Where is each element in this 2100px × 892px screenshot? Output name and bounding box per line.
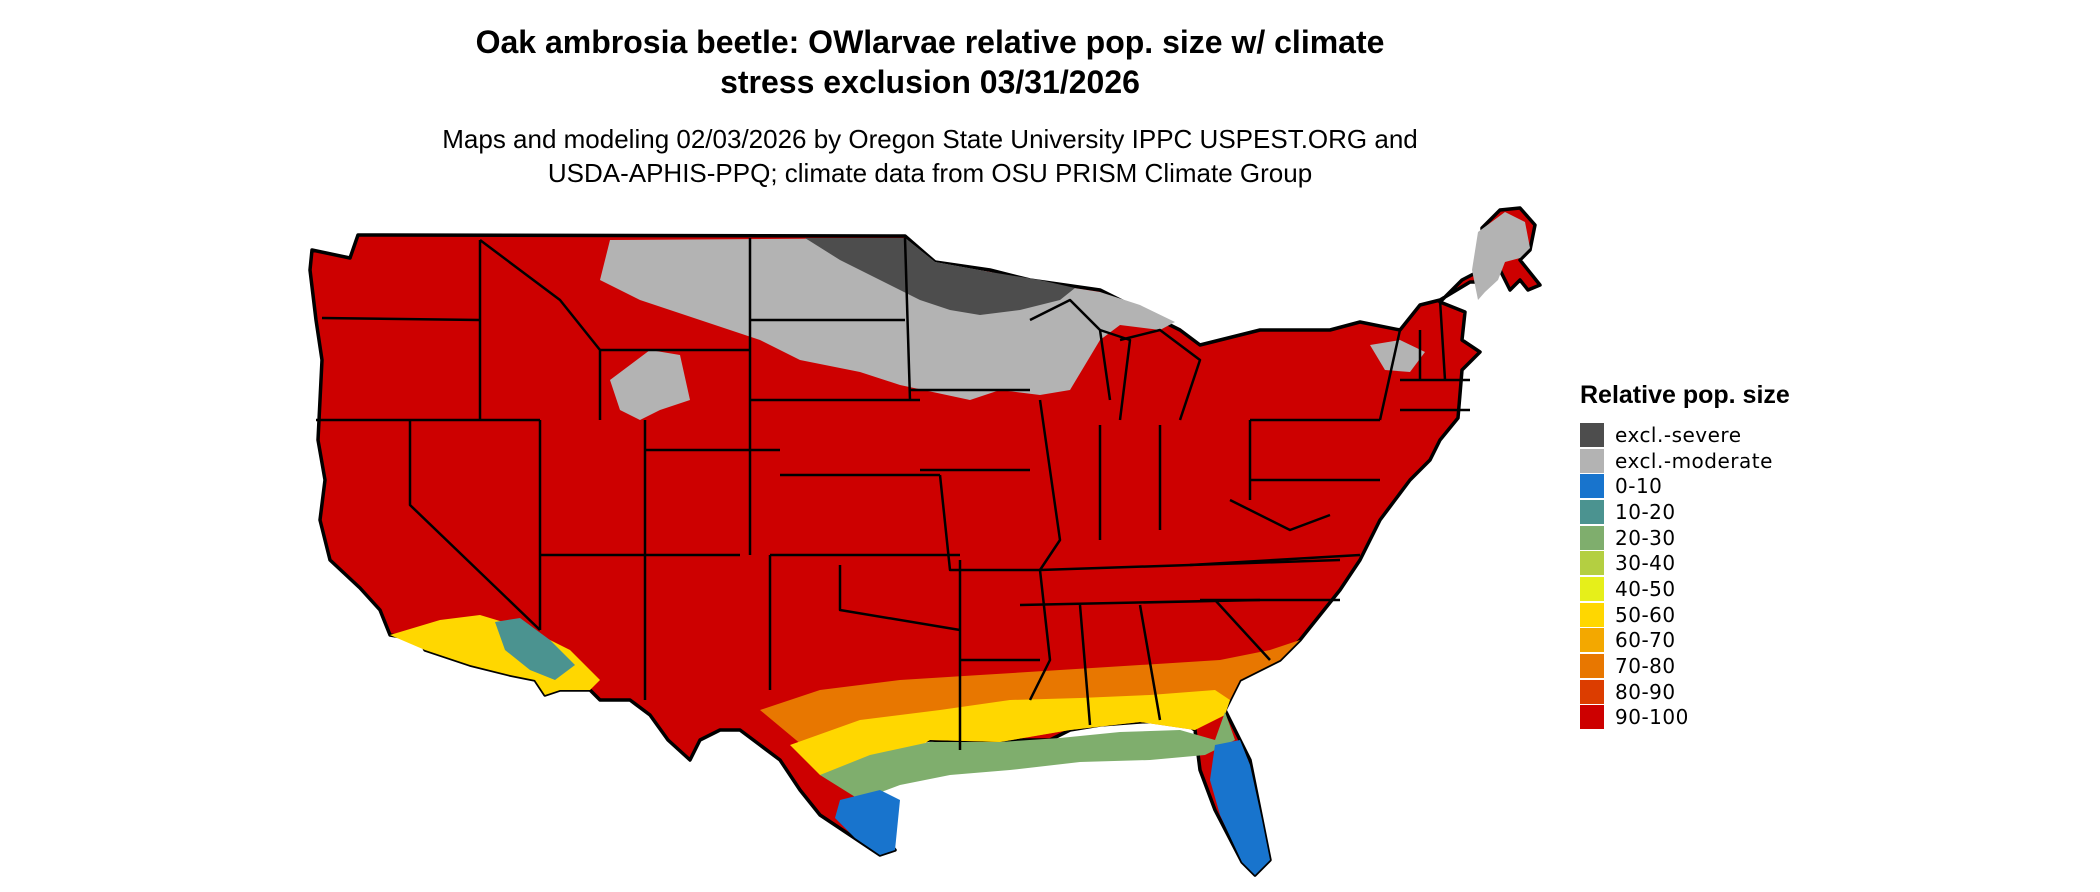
zone-0-10-florida <box>1210 740 1270 875</box>
map-subtitle: Maps and modeling 02/03/2026 by Oregon S… <box>0 122 1860 190</box>
state-boundary-lake-michigan <box>1099 328 1132 421</box>
state-boundary-mississippi-river <box>1028 399 1062 701</box>
zone-20-30-south <box>820 712 1235 800</box>
legend-title: Relative pop. size <box>1580 381 1790 409</box>
state-boundary-nh-me <box>1438 299 1447 381</box>
map-title-line-2: stress exclusion 03/31/2026 <box>720 64 1140 100</box>
legend-label: 80-90 <box>1615 679 1676 704</box>
state-boundary-mi-lower <box>1119 328 1202 421</box>
legend-label: 30-40 <box>1615 551 1676 576</box>
state-boundary-wi-mi <box>1029 298 1112 401</box>
legend-swatch <box>1580 551 1604 576</box>
legend-label: 60-70 <box>1615 628 1676 653</box>
state-boundary-ms-al <box>1078 604 1092 726</box>
legend-label: 70-80 <box>1615 654 1676 679</box>
state-boundary-ny-ne <box>1378 329 1402 421</box>
legend-swatch <box>1580 499 1604 524</box>
legend: Relative pop. size excl.-severe excl.-mo… <box>1580 380 1790 730</box>
legend-item: 30-40 <box>1580 550 1790 576</box>
legend-swatch <box>1580 705 1604 730</box>
legend-item: 20-30 <box>1580 525 1790 551</box>
legend-item: 60-70 <box>1580 628 1790 654</box>
map-subtitle-line-1: Maps and modeling 02/03/2026 by Oregon S… <box>442 124 1418 154</box>
legend-label: 40-50 <box>1615 576 1676 601</box>
legend-swatch <box>1580 422 1604 447</box>
zone-10-20-southwest <box>495 618 575 680</box>
legend-swatch <box>1580 576 1604 601</box>
map-subtitle-line-2: USDA-APHIS-PPQ; climate data from OSU PR… <box>547 158 1313 188</box>
legend-item: 10-20 <box>1580 499 1790 525</box>
legend-item: 70-80 <box>1580 653 1790 679</box>
legend-item: 0-10 <box>1580 473 1790 499</box>
legend-swatch <box>1580 654 1604 679</box>
state-boundary-wv-va <box>1229 498 1331 532</box>
legend-items: excl.-severe excl.-moderate 0-10 10-20 2… <box>1580 422 1790 730</box>
legend-label: excl.-moderate <box>1615 448 1773 473</box>
zone-excl-moderate-wy <box>610 350 690 420</box>
legend-item: 50-60 <box>1580 602 1790 628</box>
zone-0-10-texas <box>835 790 900 855</box>
state-boundary-mt-id <box>479 239 602 420</box>
state-boundary-wa-or <box>321 316 481 322</box>
legend-item: 80-90 <box>1580 679 1790 705</box>
state-boundary-mo-ar <box>938 474 1040 572</box>
state-boundary-al-ga <box>1138 604 1162 721</box>
legend-swatch <box>1580 525 1604 550</box>
zone-excl-moderate-ny <box>1370 340 1425 372</box>
legend-item: excl.-severe <box>1580 422 1790 448</box>
map-title-line-1: Oak ambrosia beetle: OWlarvae relative p… <box>475 24 1385 60</box>
legend-label: 50-60 <box>1615 602 1676 627</box>
legend-label: excl.-severe <box>1615 422 1742 447</box>
legend-swatch <box>1580 602 1604 627</box>
legend-item: excl.-moderate <box>1580 448 1790 474</box>
state-boundaries <box>316 237 1470 750</box>
legend-swatch <box>1580 448 1604 473</box>
map-title: Oak ambrosia beetle: OWlarvae relative p… <box>0 22 1860 102</box>
state-boundary-ga-sc <box>1214 599 1271 661</box>
legend-item: 90-100 <box>1580 705 1790 731</box>
legend-item: 40-50 <box>1580 576 1790 602</box>
state-boundary-ok-tx <box>838 565 961 632</box>
zone-excl-severe-north <box>805 238 1075 315</box>
legend-label: 0-10 <box>1615 474 1663 499</box>
legend-label: 10-20 <box>1615 499 1676 524</box>
state-boundary-va-nc <box>1189 553 1361 567</box>
legend-swatch <box>1580 474 1604 499</box>
state-boundary-ca-nv <box>408 420 541 631</box>
legend-label: 90-100 <box>1615 705 1689 730</box>
legend-swatch <box>1580 628 1604 653</box>
legend-label: 20-30 <box>1615 525 1676 550</box>
legend-swatch <box>1580 679 1604 704</box>
state-boundary-mn-west <box>903 237 912 401</box>
zone-excl-moderate-maine <box>1472 212 1530 300</box>
